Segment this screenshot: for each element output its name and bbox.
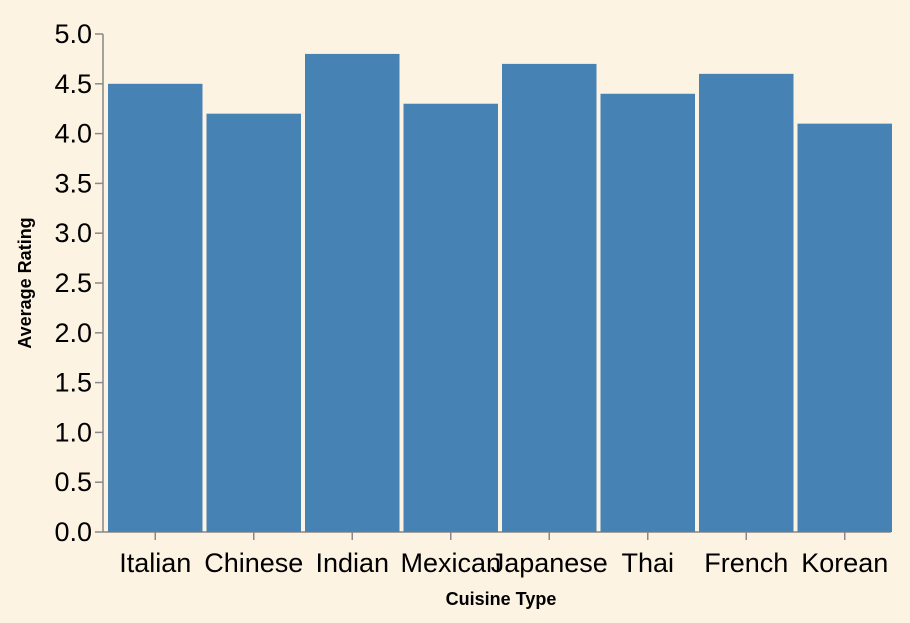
- y-tick-label: 3.0: [54, 218, 92, 248]
- x-tick-label-chinese: Chinese: [204, 548, 303, 578]
- x-tick-label-japanese: Japanese: [491, 548, 608, 578]
- bar-thai: [600, 93, 695, 532]
- y-tick-label: 4.0: [54, 119, 92, 149]
- bars-group: [108, 53, 892, 533]
- bar-chinese: [206, 113, 301, 533]
- y-tick-label: 2.0: [54, 318, 92, 348]
- bar-french: [699, 73, 794, 532]
- y-tick-label: 3.5: [54, 168, 92, 198]
- y-tick-label: 1.0: [54, 417, 92, 447]
- x-axis-title: Cuisine Type: [446, 589, 557, 609]
- x-tick-label-indian: Indian: [315, 548, 389, 578]
- bar-japanese: [502, 63, 597, 532]
- bar-indian: [305, 53, 400, 533]
- bar-mexican: [403, 103, 498, 532]
- y-tick-label: 1.5: [54, 368, 92, 398]
- y-axis: 0.0 0.5 1.0 1.5 2.0 2.5 3.0 3.5 4.0 4.5 5.0: [54, 19, 104, 547]
- x-tick-label-mexican: Mexican: [400, 548, 501, 578]
- y-tick-label: 4.5: [54, 69, 92, 99]
- y-tick-label: 5.0: [54, 19, 92, 49]
- y-tick-label: 0.0: [54, 517, 92, 547]
- x-tick-label-korean: Korean: [801, 548, 888, 578]
- y-tick-label: 0.5: [54, 467, 92, 497]
- bar-italian: [108, 83, 203, 533]
- x-axis: [103, 531, 891, 540]
- y-tick-label: 2.5: [54, 268, 92, 298]
- bar-korean: [797, 123, 892, 532]
- x-tick-label-thai: Thai: [621, 548, 674, 578]
- x-tick-label-french: French: [704, 548, 788, 578]
- y-axis-title: Average Rating: [15, 217, 35, 348]
- x-tick-label-italian: Italian: [119, 548, 191, 578]
